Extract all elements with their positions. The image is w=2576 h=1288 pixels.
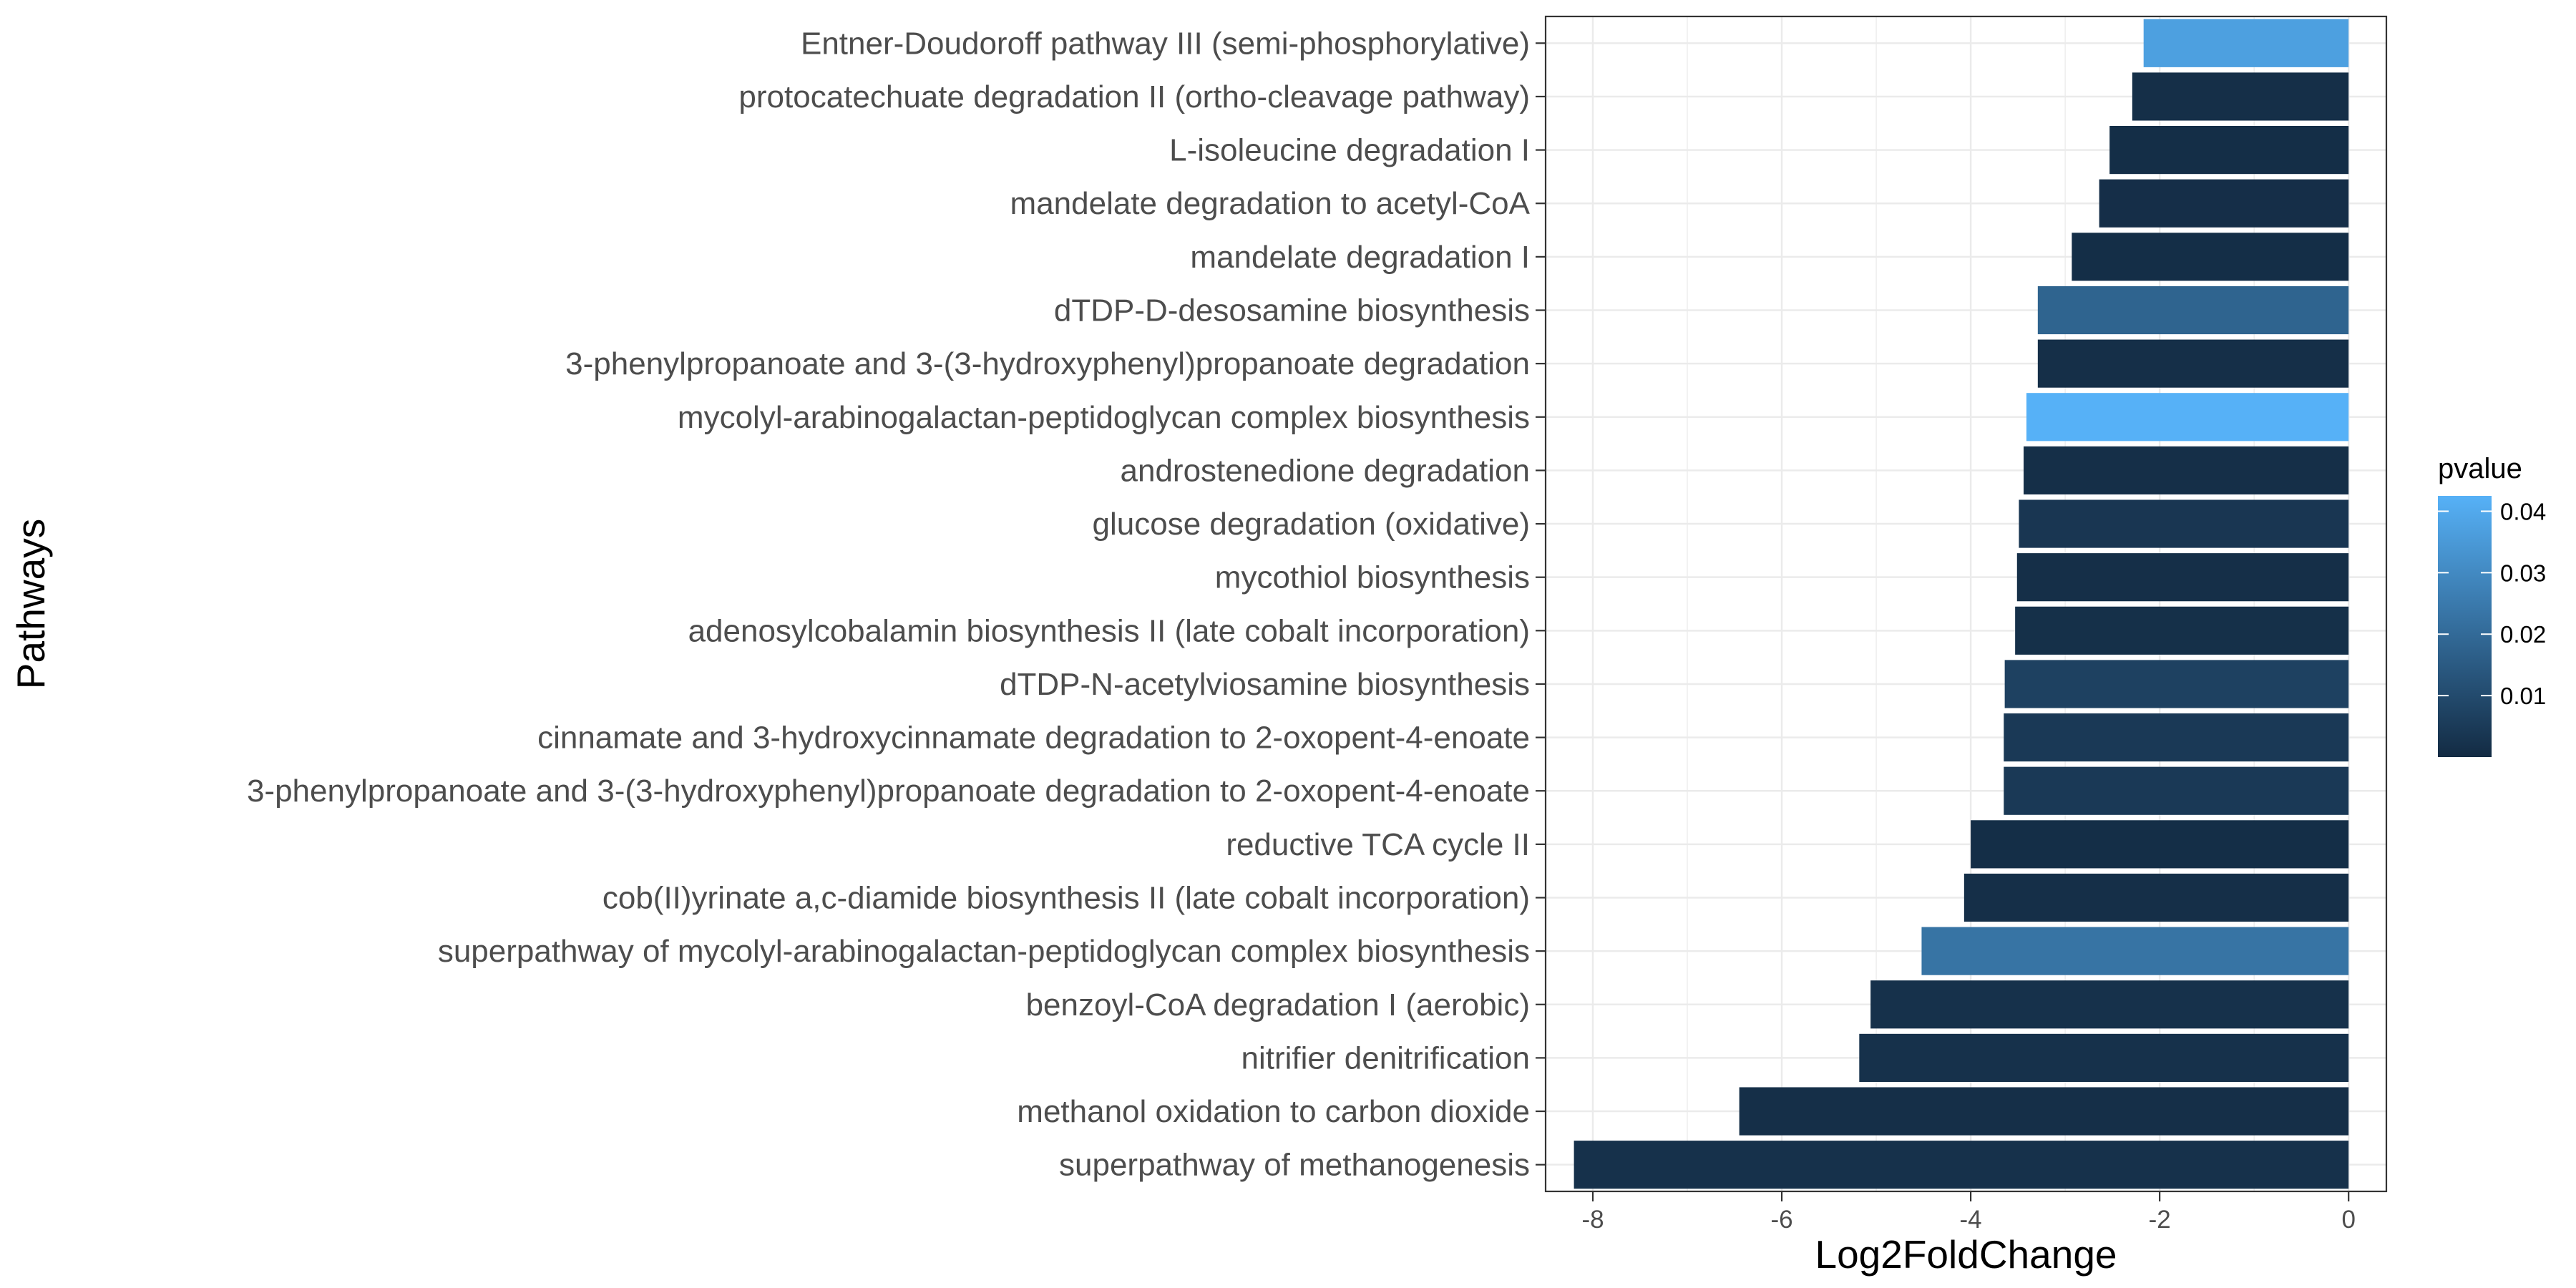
x-tick-label: -6 bbox=[1770, 1206, 1792, 1234]
bar bbox=[1870, 980, 2349, 1029]
bar bbox=[2019, 499, 2349, 548]
x-axis: -8 -6 -4 -2 0 bbox=[1581, 1191, 2356, 1234]
legend-title: pvalue bbox=[2438, 453, 2522, 484]
x-axis-title: Log2FoldChange bbox=[1815, 1232, 2117, 1277]
y-tick-label: 3-phenylpropanoate and 3-(3-hydroxypheny… bbox=[247, 774, 1530, 809]
y-tick-label: androstenedione degradation bbox=[1121, 453, 1530, 488]
y-tick-label: protocatechuate degradation II (ortho-cl… bbox=[738, 79, 1530, 114]
x-tick-label: -2 bbox=[2149, 1206, 2171, 1234]
bar bbox=[2004, 713, 2349, 762]
bar bbox=[2132, 72, 2349, 121]
x-tick-label: -4 bbox=[1960, 1206, 1982, 1234]
bar bbox=[2004, 660, 2349, 708]
bar bbox=[1574, 1141, 2349, 1189]
y-tick-label: mycothiol biosynthesis bbox=[1215, 560, 1530, 595]
bar bbox=[2004, 766, 2349, 815]
y-tick-label: benzoyl-CoA degradation I (aerobic) bbox=[1026, 987, 1530, 1023]
y-tick-label: mandelate degradation to acetyl-CoA bbox=[1010, 186, 1531, 221]
y-tick-label: dTDP-D-desosamine biosynthesis bbox=[1054, 293, 1530, 328]
legend-tick-label: 0.03 bbox=[2500, 560, 2546, 586]
bar bbox=[2072, 233, 2349, 281]
y-tick-label: methanol oxidation to carbon dioxide bbox=[1017, 1094, 1530, 1129]
y-tick-label: reductive TCA cycle II bbox=[1226, 827, 1530, 862]
bar bbox=[1963, 873, 2349, 922]
y-tick-label: 3-phenylpropanoate and 3-(3-hydroxypheny… bbox=[565, 346, 1530, 381]
legend-tick-label: 0.02 bbox=[2500, 621, 2546, 648]
bar bbox=[1859, 1033, 2349, 1082]
bar bbox=[2026, 393, 2349, 441]
y-tick-label: superpathway of mycolyl-arabinogalactan-… bbox=[438, 934, 1530, 969]
x-tick-label: 0 bbox=[2341, 1206, 2355, 1234]
bar bbox=[1971, 820, 2349, 869]
bar bbox=[2024, 446, 2349, 494]
bar bbox=[2037, 286, 2349, 335]
y-axis-title: Pathways bbox=[9, 519, 53, 689]
panel-border bbox=[1544, 15, 2388, 1193]
y-tick-label: adenosylcobalamin biosynthesis II (late … bbox=[688, 613, 1530, 648]
legend-ticks: 0.04 0.03 0.02 0.01 bbox=[2438, 498, 2546, 709]
y-axis: Entner-Doudoroff pathway III (semi-phosp… bbox=[247, 26, 1546, 1183]
bar bbox=[2037, 339, 2349, 388]
y-tick-label: nitrifier denitrification bbox=[1241, 1040, 1531, 1075]
legend-tick-label: 0.04 bbox=[2500, 498, 2546, 525]
y-tick-label: glucose degradation (oxidative) bbox=[1093, 507, 1531, 542]
bar bbox=[2015, 606, 2349, 655]
y-tick-label: dTDP-N-acetylviosamine biosynthesis bbox=[1000, 667, 1530, 702]
bar bbox=[1739, 1087, 2349, 1136]
bar bbox=[2099, 179, 2349, 228]
y-tick-label: superpathway of methanogenesis bbox=[1059, 1148, 1530, 1183]
y-tick-label: mandelate degradation I bbox=[1190, 240, 1530, 275]
y-tick-label: cinnamate and 3-hydroxycinnamate degrada… bbox=[537, 721, 1530, 756]
x-tick-label: -8 bbox=[1581, 1206, 1604, 1234]
legend-tick-label: 0.01 bbox=[2500, 683, 2546, 709]
y-tick-label: mycolyl-arabinogalactan-peptidoglycan co… bbox=[678, 400, 1530, 435]
bar bbox=[1921, 927, 2349, 975]
pvalue-legend: pvalue 0.04 0.03 0.02 0.01 bbox=[2438, 453, 2546, 757]
bar bbox=[2109, 126, 2349, 175]
y-tick-label: cob(II)yrinate a,c-diamide biosynthesis … bbox=[602, 881, 1530, 916]
bar bbox=[2016, 553, 2349, 602]
legend-colorbar bbox=[2438, 496, 2492, 757]
bar bbox=[2143, 19, 2349, 67]
y-tick-label: Entner-Doudoroff pathway III (semi-phosp… bbox=[801, 26, 1530, 61]
y-tick-label: L-isoleucine degradation I bbox=[1169, 133, 1530, 168]
bars bbox=[1574, 19, 2349, 1189]
